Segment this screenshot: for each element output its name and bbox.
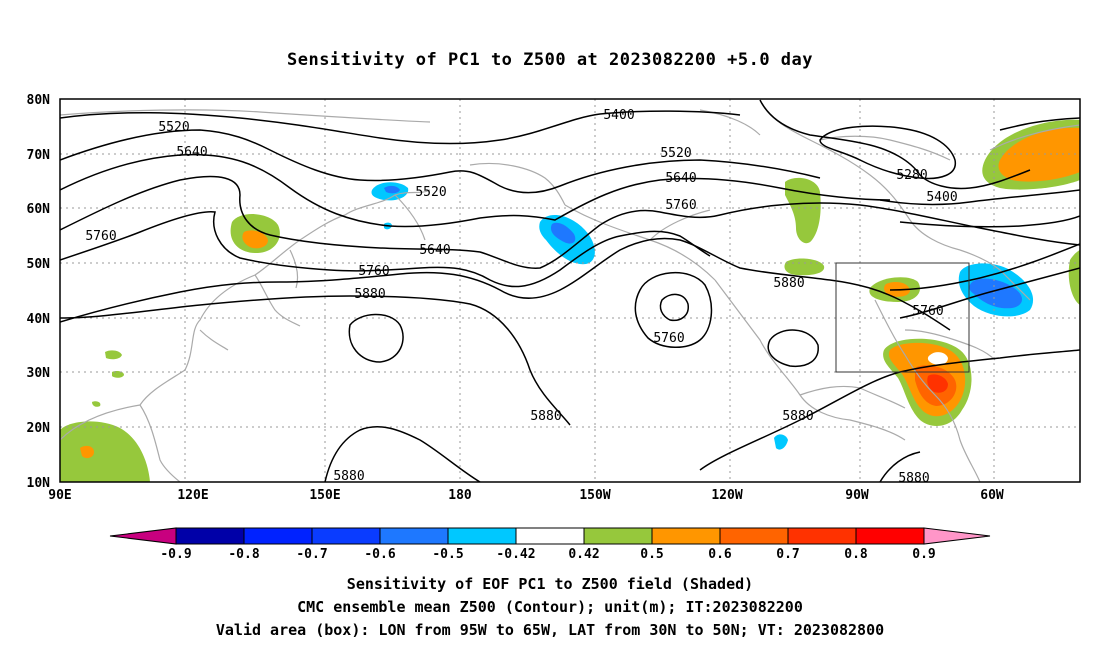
colorbar-swatch [379, 527, 449, 545]
lon-label: 180 [448, 488, 472, 503]
positive-sensitivity-area [784, 258, 825, 276]
colorbar-tick-label: -0.6 [364, 547, 395, 562]
negative-sensitivity-area [774, 434, 788, 450]
negative-sensitivity-area [969, 278, 1023, 309]
contour-label: 5520 [158, 120, 189, 135]
contour-label: 5760 [85, 229, 116, 244]
colorbar-tick-label: 0.8 [844, 547, 868, 562]
lon-label: 150E [309, 488, 340, 503]
latitude-labels: 80N 70N 60N 50N 40N 30N 20N 10N [27, 93, 51, 491]
contour-label: 5880 [530, 409, 561, 424]
colorbar-swatch [515, 527, 585, 545]
shading-layer [60, 119, 1080, 482]
colorbar-tick-label: -0.5 [432, 547, 463, 562]
lon-label: 90W [845, 488, 869, 503]
caption-shading: Sensitivity of EOF PC1 to Z500 field (Sh… [346, 575, 754, 593]
lat-label: 10N [27, 476, 51, 491]
map-frame [59, 98, 1081, 483]
colorbar: -0.9 -0.8 -0.7 -0.6 -0.5 -0.42 0.42 0.5 0.6 0.7 0.… [109, 527, 991, 562]
contour-label: 5640 [665, 171, 696, 186]
positive-sensitivity-area [785, 177, 821, 244]
map-content [60, 99, 1080, 482]
contour-label: 5880 [333, 469, 364, 484]
colorbar-tick-label: 0.7 [776, 547, 799, 562]
colorbar-swatch [651, 527, 721, 545]
contour-label: 5760 [912, 304, 943, 319]
lon-label: 120W [711, 488, 742, 503]
contour-label: 5880 [782, 409, 813, 424]
colorbar-tick-label: -0.9 [160, 547, 191, 562]
lat-label: 70N [27, 148, 51, 163]
contour-label: 5880 [773, 276, 804, 291]
contour-label: 5400 [926, 190, 957, 205]
contour-label: 5760 [358, 264, 389, 279]
contour-label: 5640 [176, 145, 207, 160]
coastlines [60, 99, 1080, 482]
contour-label: 5880 [898, 471, 929, 486]
lat-label: 80N [27, 93, 51, 108]
lat-label: 30N [27, 366, 51, 381]
positive-sensitivity-area [1068, 250, 1080, 305]
longitude-labels: 90E 120E 150E 180 150W 120W 90W 60W [48, 488, 1004, 503]
caption-valid-area: Valid area (box): LON from 95W to 65W, L… [215, 621, 885, 639]
colorbar-swatch [447, 527, 517, 545]
colorbar-tick-label: 0.42 [568, 547, 599, 562]
negative-sensitivity-area [550, 222, 576, 244]
colorbar-tick-label: -0.42 [496, 547, 535, 562]
positive-sensitivity-area [242, 230, 268, 249]
contour-label: 5640 [419, 243, 450, 258]
contour-label: 5760 [653, 331, 684, 346]
positive-sensitivity-area [112, 371, 124, 378]
lon-label: 150W [579, 488, 610, 503]
lat-label: 60N [27, 202, 51, 217]
contour-label: 5280 [896, 168, 927, 183]
colorbar-swatch [175, 527, 245, 545]
contour-label: 5880 [354, 287, 385, 302]
positive-sensitivity-area [92, 401, 101, 407]
colorbar-swatch [855, 527, 925, 545]
caption-contour: CMC ensemble mean Z500 (Contour); unit(m… [297, 598, 803, 616]
lat-label: 20N [27, 421, 51, 436]
colorbar-swatch [109, 527, 177, 545]
colorbar-swatch [583, 527, 653, 545]
white-gap-area [927, 352, 948, 365]
lat-label: 40N [27, 312, 51, 327]
lon-label: 60W [980, 488, 1004, 503]
positive-sensitivity-area [80, 445, 94, 459]
contour-labels: 5520 5640 5760 5520 5640 5760 5880 5400 … [85, 108, 957, 486]
colorbar-swatch [311, 527, 381, 545]
colorbar-tick-label: 0.6 [708, 547, 732, 562]
colorbar-swatch [787, 527, 857, 545]
colorbar-tick-label: 0.5 [640, 547, 663, 562]
colorbar-tick-label: -0.8 [228, 547, 259, 562]
z500-contours [60, 99, 1080, 482]
positive-sensitivity-area [998, 127, 1080, 182]
lon-label: 120E [177, 488, 208, 503]
contour-label: 5520 [660, 146, 691, 161]
valid-area-box [835, 262, 970, 373]
contour-label: 5520 [415, 185, 446, 200]
contour-label: 5400 [603, 108, 634, 123]
positive-sensitivity-area [105, 350, 122, 360]
lon-label: 90E [48, 488, 71, 503]
colorbar-swatch [719, 527, 789, 545]
positive-sensitivity-area [927, 374, 948, 393]
colorbar-tick-label: 0.9 [912, 547, 935, 562]
positive-sensitivity-area [60, 421, 150, 482]
colorbar-swatch [243, 527, 313, 545]
map-title: Sensitivity of PC1 to Z500 at 2023082200… [286, 50, 813, 70]
colorbar-swatch [923, 527, 991, 545]
colorbar-tick-label: -0.7 [296, 547, 327, 562]
lat-label: 50N [27, 257, 51, 272]
negative-sensitivity-area [384, 185, 400, 194]
contour-label: 5760 [665, 198, 696, 213]
